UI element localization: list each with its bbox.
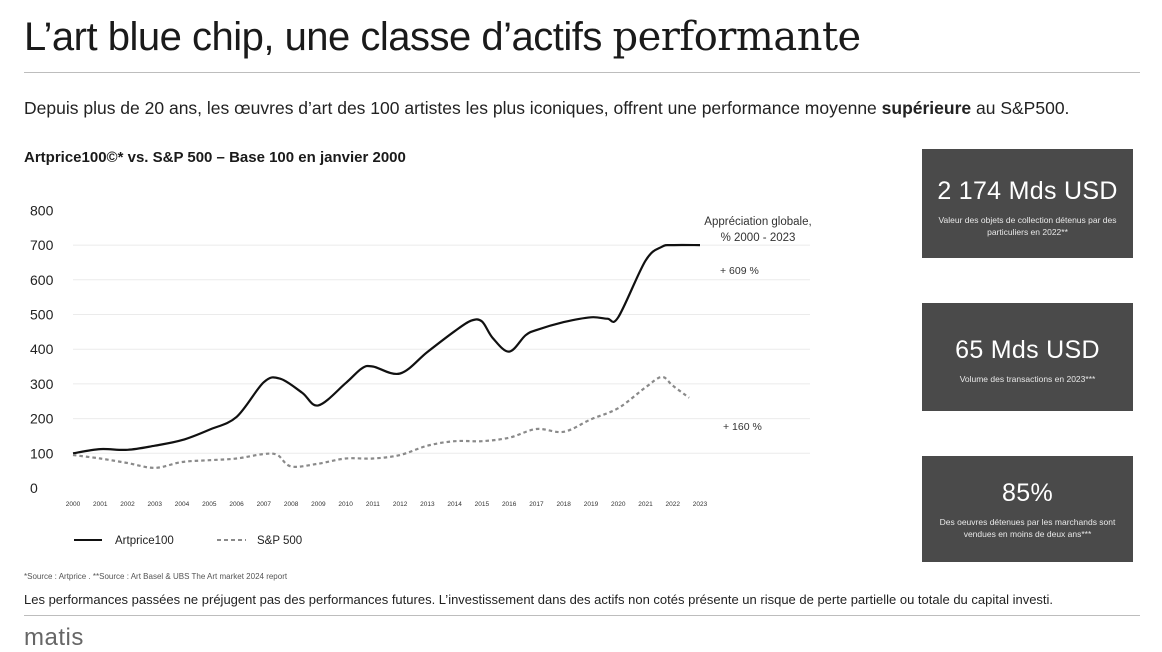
y-tick-label: 100 <box>30 445 54 461</box>
y-tick-label: 600 <box>30 272 54 288</box>
stat-card-dealer-turnover: 85% Des oeuvres détenues par les marchan… <box>922 456 1133 562</box>
page-title: L’art blue chip, une classe d’actifs per… <box>24 14 861 60</box>
x-tick-label: 2003 <box>148 501 163 508</box>
annotation-sp500-gain: + 160 % <box>723 421 762 433</box>
series-line-sp500 <box>72 375 690 470</box>
stat-caption: Des oeuvres détenues par les marchands s… <box>939 517 1116 539</box>
stat-caption: Valeur des objets de collection détenus … <box>938 215 1117 237</box>
legend-sp500-label: S&P 500 <box>257 535 302 547</box>
x-tick-label: 2005 <box>202 501 217 508</box>
x-tick-label: 2016 <box>502 501 517 508</box>
x-tick-label: 2017 <box>529 501 544 508</box>
stat-value: 85% <box>1002 479 1053 507</box>
stat-value: 2 174 Mds USD <box>937 177 1118 205</box>
stat-card-collectibles-value: 2 174 Mds USD Valeur des objets de colle… <box>922 149 1133 258</box>
intro-text-bold: supérieure <box>881 98 972 118</box>
x-tick-label: 2000 <box>66 501 81 508</box>
annotation-artprice-gain: + 609 % <box>720 265 759 277</box>
y-tick-label: 500 <box>30 307 54 323</box>
y-tick-label: 800 <box>30 202 54 218</box>
page-title-accent: performante <box>612 14 862 60</box>
matis-logo: matis <box>24 624 84 651</box>
header-divider <box>24 72 1140 73</box>
disclaimer-text: Les performances passées ne préjugent pa… <box>24 592 1054 607</box>
intro-text: Depuis plus de 20 ans, les œuvres d’art … <box>24 98 1069 119</box>
y-tick-label: 0 <box>30 480 38 496</box>
y-tick-label: 700 <box>30 237 54 253</box>
x-tick-label: 2013 <box>420 501 435 508</box>
x-tick-label: 2001 <box>93 501 108 508</box>
chart-grid <box>73 244 810 454</box>
x-tick-label: 2021 <box>638 501 653 508</box>
x-tick-label: 2019 <box>584 501 599 508</box>
stat-card-transaction-volume: 65 Mds USD Volume des transactions en 20… <box>922 303 1133 411</box>
intro-text-end: au S&P500. <box>971 98 1070 118</box>
x-tick-label: 2022 <box>666 501 681 508</box>
annotation-header-line2: % 2000 - 2023 <box>721 232 796 244</box>
footer-divider <box>24 615 1140 616</box>
series-line-artprice100 <box>72 243 701 455</box>
x-tick-label: 2010 <box>338 501 353 508</box>
stat-caption: Volume des transactions en 2023*** <box>959 374 1096 384</box>
x-tick-label: 2020 <box>611 501 626 508</box>
x-tick-label: 2015 <box>475 501 490 508</box>
chart-series <box>72 243 701 470</box>
x-tick-label: 2011 <box>366 501 380 508</box>
x-tick-label: 2002 <box>120 501 135 508</box>
x-axis-ticks: 2000 2001 2002 2003 2004 2005 2006 2007 2008 2009… <box>66 501 708 508</box>
stat-value: 65 Mds USD <box>955 336 1100 364</box>
x-tick-label: 2018 <box>556 501 571 508</box>
intro-text-start: Depuis plus de 20 ans, les œuvres d’art … <box>24 98 882 118</box>
x-tick-label: 2007 <box>257 501 272 508</box>
x-tick-label: 2023 <box>693 501 708 508</box>
x-tick-label: 2004 <box>175 501 190 508</box>
chart-title: Artprice100©* vs. S&P 500 – Base 100 en … <box>24 149 406 166</box>
y-tick-label: 300 <box>30 376 54 392</box>
page-title-main: L’art blue chip, une classe d’actifs <box>24 15 613 59</box>
x-tick-label: 2012 <box>393 501 408 508</box>
annotation-header-line1: Appréciation globale, <box>704 216 811 228</box>
y-tick-label: 400 <box>30 341 54 357</box>
legend-artprice-label: Artprice100 <box>115 535 174 547</box>
y-axis-ticks: 0 100 200 300 400 500 600 700 800 <box>30 202 54 496</box>
x-tick-label: 2014 <box>447 501 462 508</box>
x-tick-label: 2009 <box>311 501 326 508</box>
y-tick-label: 200 <box>30 411 54 427</box>
source-note: *Source : Artprice . **Source : Art Base… <box>24 572 288 581</box>
x-tick-label: 2006 <box>229 501 244 508</box>
x-tick-label: 2008 <box>284 501 299 508</box>
